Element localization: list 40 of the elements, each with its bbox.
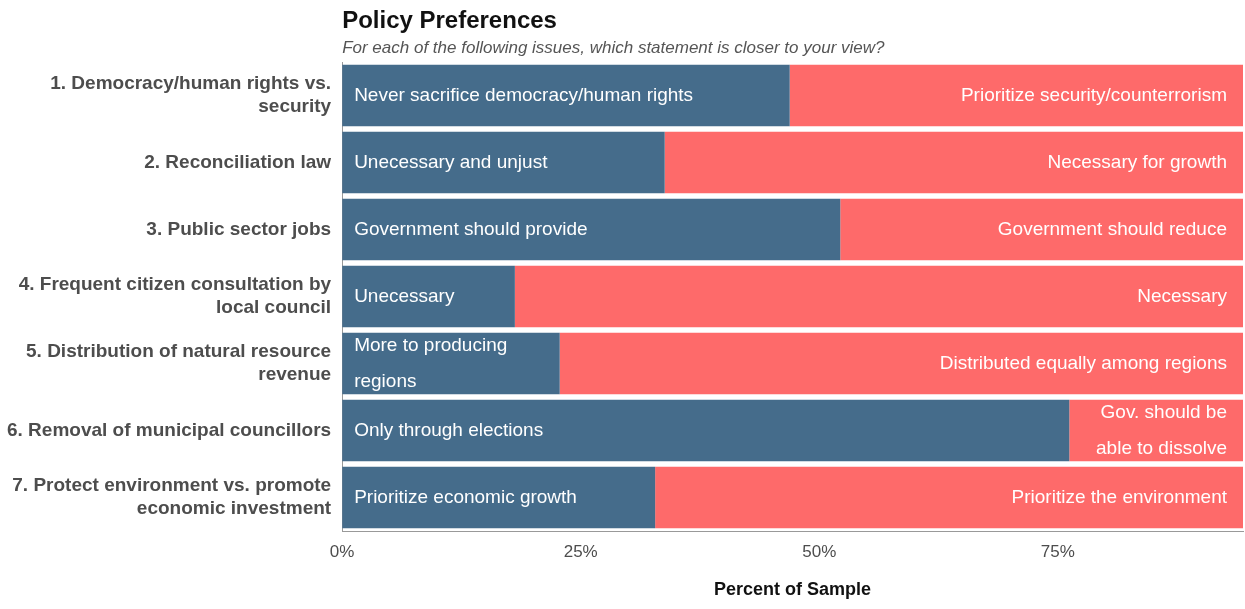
data-label: Government should provide <box>354 217 588 239</box>
y-tick-label: 3. Public sector jobs <box>146 217 332 239</box>
x-tick-label: 50% <box>802 541 837 561</box>
bar <box>664 131 1243 194</box>
data-label: Necessary for growth <box>1047 150 1227 172</box>
y-tick-label: 7. Protect environment vs. promote economic investment <box>12 474 332 519</box>
bar <box>655 466 1243 529</box>
x-tick-label: 25% <box>563 541 598 561</box>
data-label: Prioritize the environment <box>1011 485 1228 507</box>
bar <box>559 332 1243 395</box>
y-tick-label: 6. Removal of municipal councillors <box>6 418 332 440</box>
data-label: Never sacrifice democracy/human rights <box>354 83 694 105</box>
data-label: Prioritize economic growth <box>354 485 577 507</box>
chart-title: Policy Preferences <box>342 6 557 33</box>
y-tick-label: 2. Reconciliation law <box>144 150 332 172</box>
data-label: Gov. should be able to dissolve <box>1096 400 1227 458</box>
bar <box>342 399 1070 462</box>
chart-subtitle: For each of the following issues, which statement is closer to your view? <box>342 38 886 57</box>
data-label: Government should reduce <box>997 217 1227 239</box>
data-label: More to producing regions <box>354 333 508 391</box>
bar <box>342 131 665 194</box>
x-tick-label: 75% <box>1040 541 1075 561</box>
y-tick-label: 5. Distribution of natural resource revenue <box>26 340 332 385</box>
bar <box>342 198 841 261</box>
data-label: Prioritize security/counterrorism <box>960 83 1227 105</box>
data-label: Unecessary and unjust <box>354 150 549 172</box>
data-label: Unecessary <box>354 284 455 306</box>
x-tick-label: 0% <box>329 541 355 561</box>
data-label: Necessary <box>1137 284 1228 306</box>
data-label: Only through elections <box>354 418 544 440</box>
y-tick-label: 1. Democracy/human rights vs. security <box>50 72 332 117</box>
x-axis-title: Percent of Sample <box>714 579 872 600</box>
bar <box>342 466 656 529</box>
bar <box>840 198 1243 261</box>
y-tick-label: 4. Frequent citizen consultation by local council <box>18 273 332 318</box>
bar <box>514 265 1243 328</box>
bar <box>789 64 1243 127</box>
bar <box>342 265 515 328</box>
bar <box>342 64 790 127</box>
data-label: Distributed equally among regions <box>939 351 1227 373</box>
